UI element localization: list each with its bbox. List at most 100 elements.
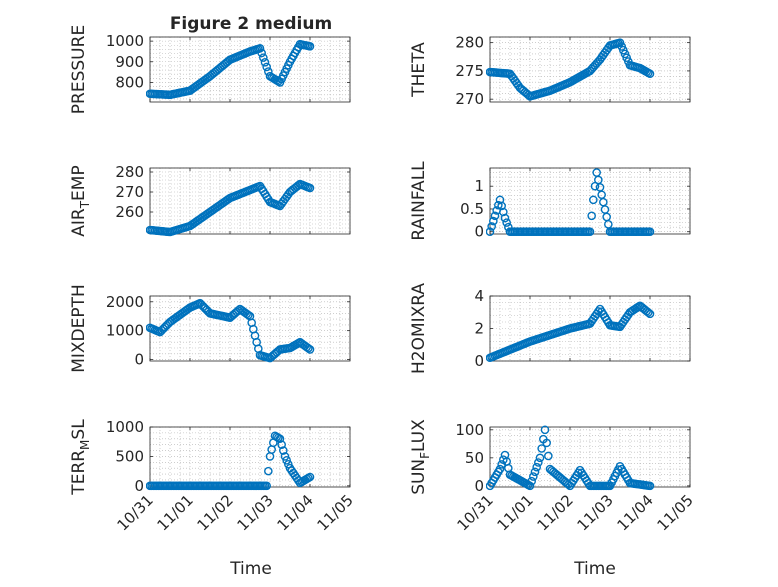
y-tick-label: 1000 [106,32,144,50]
x-tick-label: 11/01 [154,491,197,534]
data-point [305,472,315,482]
y-axis-label: SUNFLUX [409,419,432,495]
data-point [262,481,271,491]
subplot-mixdepth: 0 1000 2000 MIXDEPTH [69,284,351,373]
y-tick-label: 0 [474,477,484,495]
x-tick-label: 10/31 [114,491,157,534]
x-axis-label-left: Time [229,559,272,579]
data-point [277,440,286,449]
x-tick-label: 11/01 [494,491,537,534]
x-tick-label: 11/03 [234,491,277,534]
series-markers [146,179,315,237]
y-tick-label: 0 [474,223,484,241]
x-tick-label: 11/02 [534,491,577,534]
y-tick-label: 0 [474,352,484,370]
y-axis-label: PRESSURE [69,25,89,114]
y-tick-label: 275 [455,62,484,80]
data-point [244,310,253,320]
y-axis-label: MIXDEPTH [69,284,89,373]
y-tick-label: 900 [115,53,144,71]
subplot-pressure: 800 900 1000 PRESSURE [69,25,351,114]
data-point [495,195,505,205]
data-point [537,444,546,453]
y-tick-label: 800 [115,73,144,91]
data-point [532,462,541,472]
data-point [255,44,265,53]
x-tick-label: 11/02 [194,491,237,534]
y-tick-label: 50 [465,449,484,467]
axis-box [149,167,351,235]
x-tick-label: 10/31 [454,491,497,534]
data-point [264,466,273,476]
data-point [645,69,655,79]
x-axis-label-right: Time [573,559,616,579]
data-point [525,481,535,491]
data-point [262,62,271,72]
subplot-rainfall: 0 0.5 1 RAINFALL [409,161,691,241]
data-point [499,207,508,217]
data-point [489,216,498,226]
data-point [305,183,315,193]
y-tick-label: 0 [134,351,144,369]
y-tick-label: 500 [115,447,144,465]
data-point [535,453,545,463]
data-point [529,472,538,481]
x-tick-label: 11/04 [614,491,657,534]
y-tick-label: 280 [115,163,144,181]
data-point [280,452,290,461]
y-axis-label: RAINFALL [409,161,429,241]
series-markers [146,431,315,491]
y-axis-label: AIRTEMP [69,165,92,236]
data-point [284,459,293,469]
data-point [589,195,598,205]
data-point [497,201,506,211]
data-point [494,200,503,210]
series-markers [486,38,655,101]
y-tick-label: 280 [455,34,484,52]
y-tick-label: 4 [474,287,484,305]
data-point [540,425,550,435]
x-tick-label: 11/05 [314,491,357,534]
y-tick-label: 270 [115,183,144,201]
data-point [645,309,655,319]
y-tick-label: 100 [455,421,484,439]
series-markers [486,168,655,237]
series-markers [146,39,315,100]
y-tick-label: 1 [474,177,484,195]
subplot-theta: 270 275 280 THETA [409,34,691,108]
data-point [487,222,496,231]
data-point [305,41,315,51]
x-tick-label: 11/03 [574,491,617,534]
series-markers [146,298,315,363]
series-markers [486,301,655,363]
axis-box [149,36,351,103]
data-point [530,467,540,477]
y-tick-label: 1000 [106,322,144,340]
data-point [527,476,536,486]
y-axis-label: TERRMSL [69,419,92,496]
data-point [500,213,510,223]
y-tick-label: 2 [474,320,484,338]
y-tick-label: 260 [115,203,144,221]
y-tick-label: 2000 [106,293,144,311]
y-tick-label: 270 [455,90,484,108]
x-tick-label: 11/04 [274,491,317,534]
data-point [534,458,543,467]
data-point [260,57,270,67]
data-point [585,227,595,237]
data-point [544,451,553,461]
data-point [495,464,505,474]
figure-title: Figure 2 medium [170,14,332,34]
subplot-air_temp: 260 270 280 AIRTEMP [69,163,351,237]
data-point [279,446,288,455]
data-point [282,456,291,465]
data-point [259,53,268,62]
y-tick-label: 0.5 [460,200,484,218]
data-point [490,211,500,221]
data-point [275,434,285,444]
series-markers [486,425,655,491]
